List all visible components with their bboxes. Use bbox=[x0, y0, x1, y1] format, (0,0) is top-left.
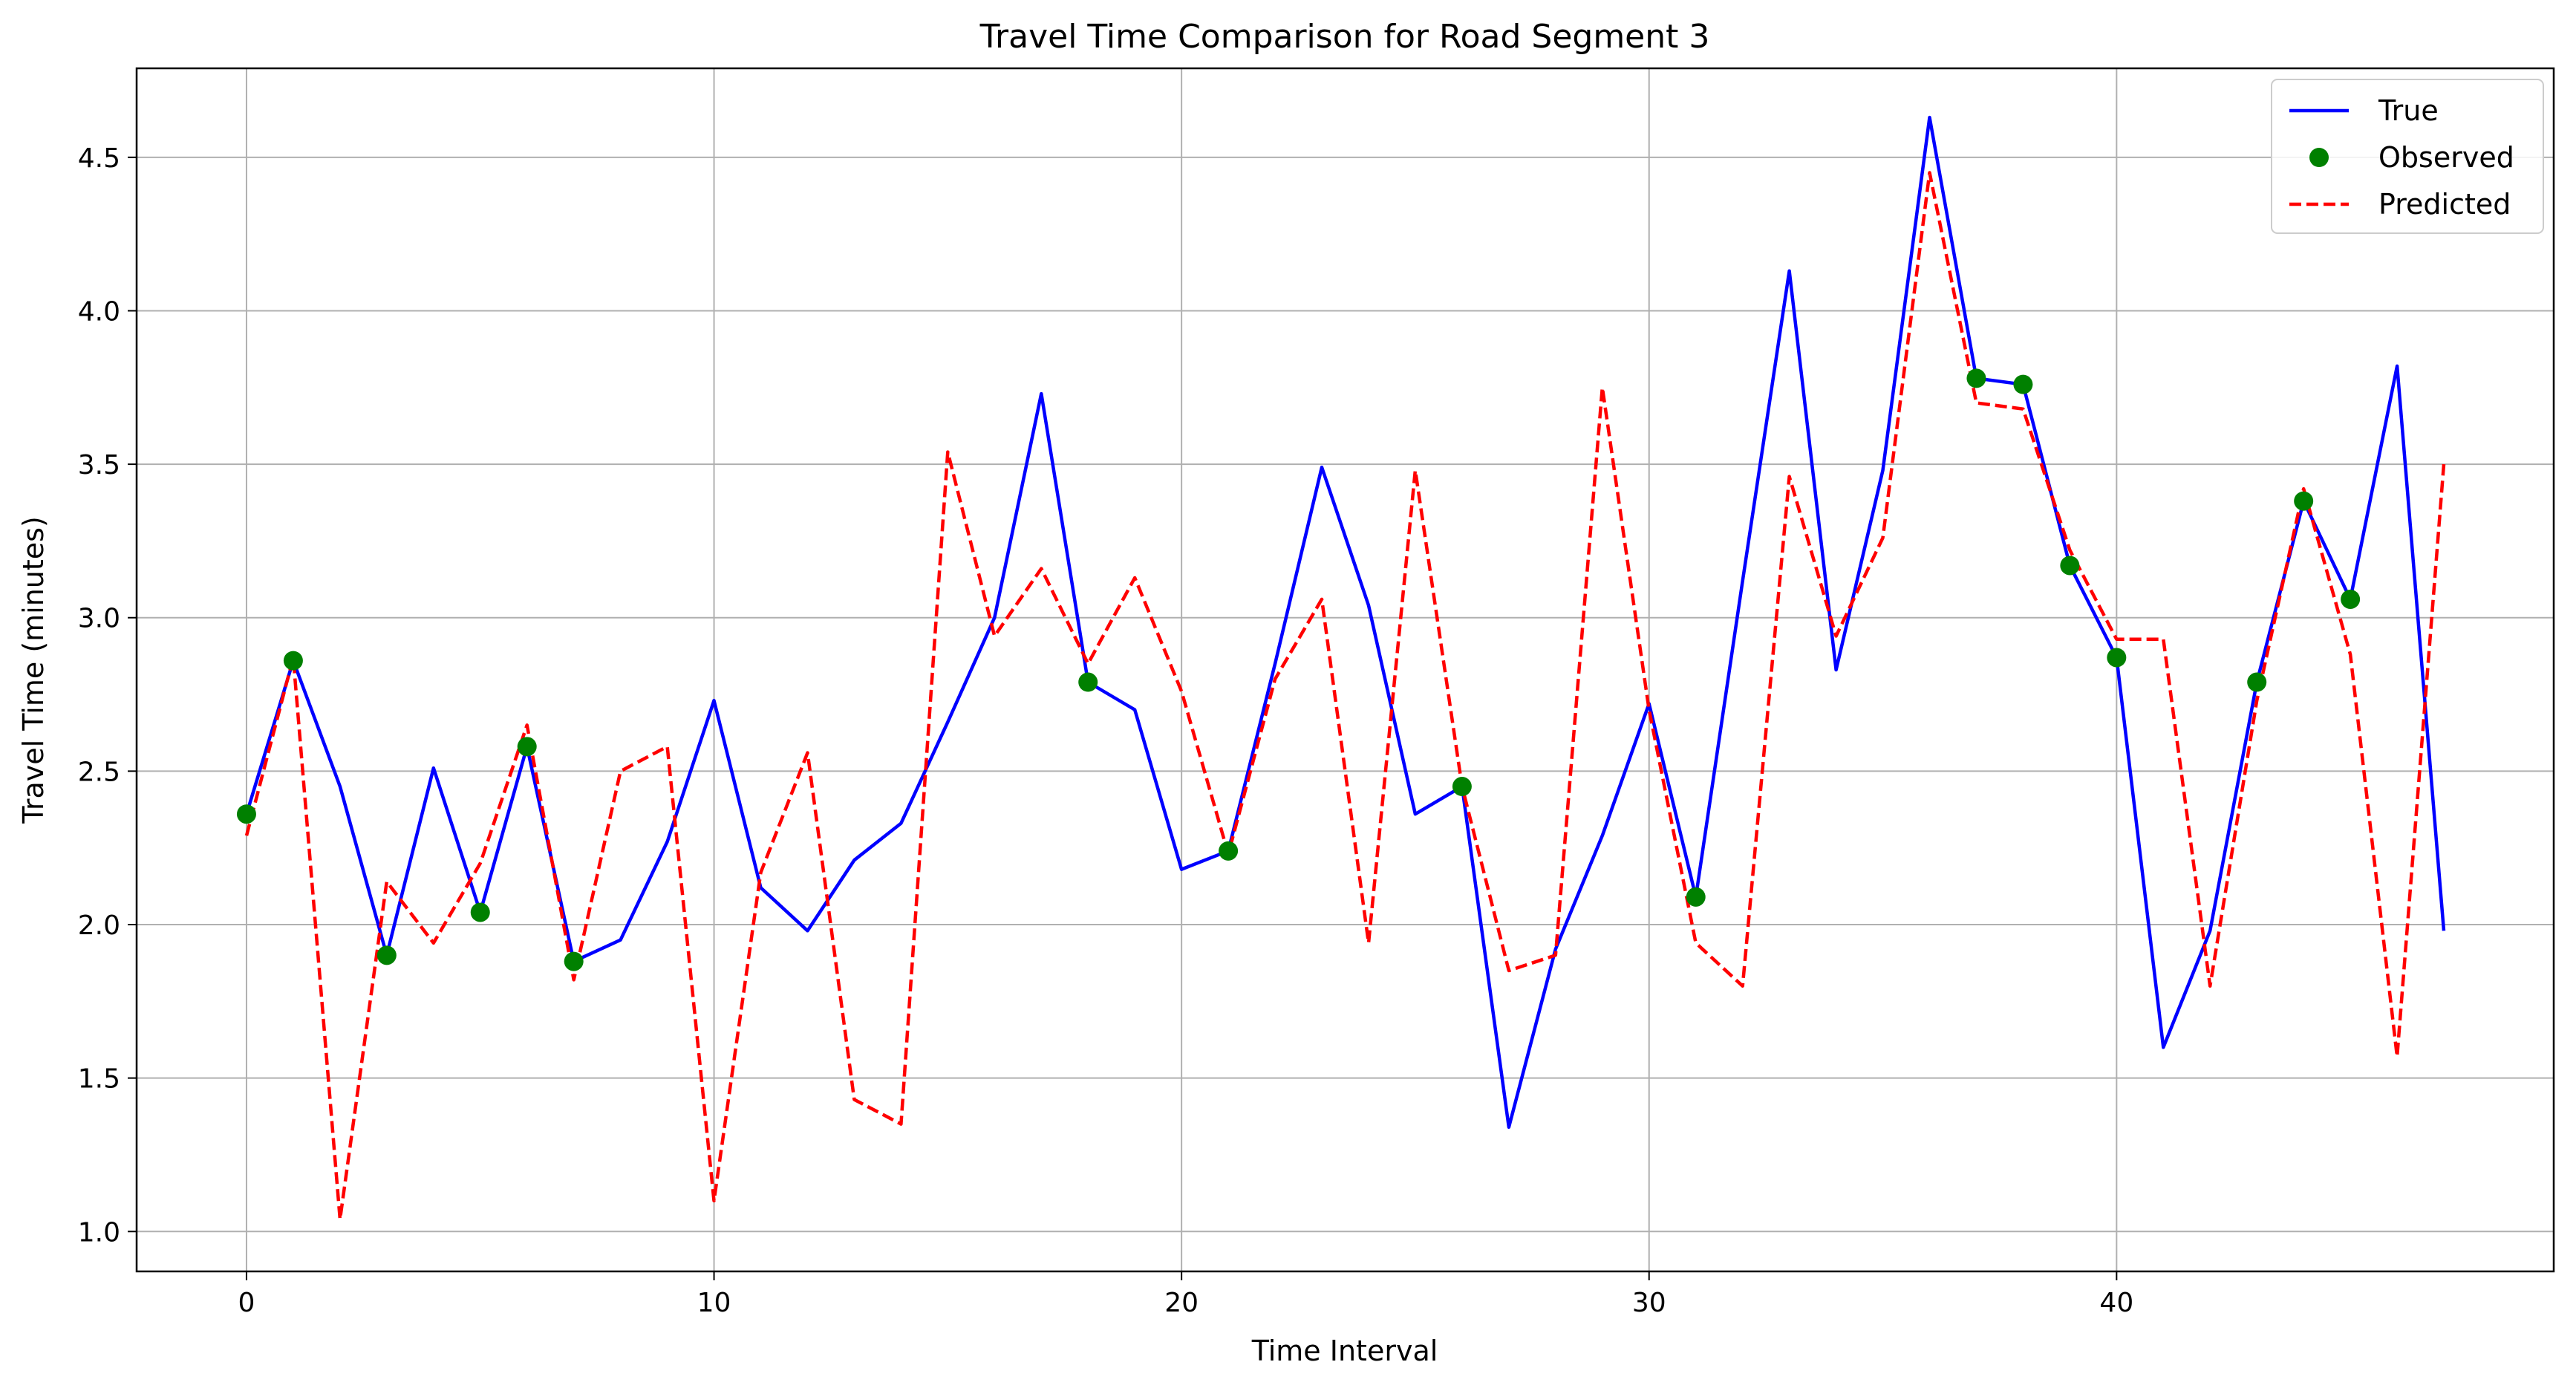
y-axis-label: Travel Time (minutes) bbox=[17, 516, 50, 824]
data-point-observed bbox=[1219, 841, 1239, 861]
y-tick-label: 2.0 bbox=[78, 910, 120, 941]
series-layer bbox=[236, 115, 2446, 1221]
y-tick-label: 4.0 bbox=[78, 296, 120, 327]
x-tick-label: 20 bbox=[1164, 1288, 1199, 1318]
legend-box bbox=[2271, 79, 2544, 234]
data-point-observed bbox=[2341, 589, 2361, 609]
data-point-observed bbox=[376, 945, 397, 965]
x-tick-label: 0 bbox=[238, 1288, 255, 1318]
data-point-observed bbox=[1686, 887, 1706, 907]
data-point-observed bbox=[236, 804, 256, 824]
data-point-observed bbox=[1078, 672, 1098, 692]
data-point-observed bbox=[564, 951, 584, 971]
data-point-observed bbox=[2247, 672, 2267, 692]
data-point-observed bbox=[2013, 374, 2033, 394]
y-tick-label: 4.5 bbox=[78, 143, 120, 174]
y-tick-label: 3.0 bbox=[78, 604, 120, 634]
legend-swatch-observed bbox=[2309, 148, 2329, 167]
data-point-observed bbox=[2060, 555, 2080, 576]
y-tick-label: 2.5 bbox=[78, 757, 120, 787]
plot-frame bbox=[135, 67, 2555, 1273]
x-axis-label: Time Interval bbox=[1251, 1335, 1438, 1367]
data-point-observed bbox=[1966, 368, 1986, 388]
series-observed bbox=[236, 368, 2361, 971]
data-point-observed bbox=[2294, 491, 2314, 511]
legend-label-true: True bbox=[2378, 94, 2439, 127]
data-point-observed bbox=[2107, 648, 2127, 668]
y-tick-label: 1.5 bbox=[78, 1064, 120, 1095]
y-tick-label: 1.0 bbox=[78, 1217, 120, 1248]
x-tick-label: 40 bbox=[2099, 1288, 2133, 1318]
grid bbox=[137, 68, 2554, 1271]
axis-ticks: 0 10 20 30 40 1.0 1.5 2.0 2.5 3.0 3.5 4.0 4.5 bbox=[78, 143, 2134, 1318]
data-point-observed bbox=[517, 737, 537, 757]
series-line-true bbox=[244, 115, 2446, 1130]
legend-label-predicted: Predicted bbox=[2378, 188, 2511, 221]
x-tick-label: 30 bbox=[1632, 1288, 1666, 1318]
plot-area-background bbox=[137, 68, 2554, 1271]
legend-label-observed: Observed bbox=[2378, 141, 2514, 174]
x-tick-label: 10 bbox=[697, 1288, 731, 1318]
y-tick-label: 3.5 bbox=[78, 450, 120, 480]
legend: True Observed Predicted bbox=[2271, 79, 2544, 234]
chart-title: Travel Time Comparison for Road Segment … bbox=[979, 18, 1710, 56]
data-point-observed bbox=[1452, 777, 1472, 797]
data-point-observed bbox=[470, 902, 490, 922]
data-point-observed bbox=[283, 651, 303, 671]
series-true bbox=[244, 115, 2446, 1130]
